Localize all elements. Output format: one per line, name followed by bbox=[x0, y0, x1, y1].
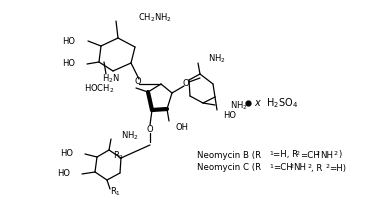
Text: HO: HO bbox=[62, 37, 75, 46]
Text: Neomycin B (R: Neomycin B (R bbox=[197, 150, 261, 160]
Text: 2: 2 bbox=[289, 164, 293, 169]
Text: O: O bbox=[147, 126, 153, 135]
Text: NH$_2$: NH$_2$ bbox=[208, 53, 225, 65]
Text: =H, R: =H, R bbox=[273, 150, 298, 160]
Text: HOCH$_2$: HOCH$_2$ bbox=[84, 83, 114, 95]
Text: =H): =H) bbox=[329, 163, 346, 172]
Text: 2: 2 bbox=[325, 164, 329, 169]
Text: 1: 1 bbox=[269, 151, 273, 156]
Text: NH$_2$: NH$_2$ bbox=[121, 130, 139, 142]
Text: 2: 2 bbox=[307, 164, 311, 169]
Text: 2: 2 bbox=[296, 151, 300, 156]
Text: O: O bbox=[183, 80, 189, 89]
Text: $x$: $x$ bbox=[254, 98, 262, 108]
Text: =CH: =CH bbox=[273, 163, 293, 172]
Text: H$_2$SO$_4$: H$_2$SO$_4$ bbox=[263, 96, 298, 110]
Text: CH$_2$NH$_2$: CH$_2$NH$_2$ bbox=[138, 12, 172, 24]
Text: R$_2$: R$_2$ bbox=[113, 150, 124, 162]
Text: Neomycin C (R: Neomycin C (R bbox=[197, 163, 261, 172]
Text: HO: HO bbox=[62, 60, 75, 69]
Text: NH: NH bbox=[320, 150, 333, 160]
Text: NH$_2$: NH$_2$ bbox=[230, 100, 248, 112]
Text: ): ) bbox=[338, 150, 341, 160]
Text: H$_2$N: H$_2$N bbox=[102, 73, 120, 85]
Text: , R: , R bbox=[311, 163, 322, 172]
Text: OH: OH bbox=[175, 123, 188, 132]
Text: O: O bbox=[135, 77, 141, 86]
Text: =CH: =CH bbox=[300, 150, 320, 160]
Text: NH: NH bbox=[293, 163, 306, 172]
Text: 2: 2 bbox=[316, 151, 320, 156]
Text: HO: HO bbox=[57, 169, 70, 178]
Text: HO: HO bbox=[223, 111, 236, 120]
Text: 1: 1 bbox=[269, 164, 273, 169]
Text: HO: HO bbox=[60, 149, 73, 158]
Text: 2: 2 bbox=[334, 151, 338, 156]
Text: R$_1$: R$_1$ bbox=[110, 186, 121, 198]
